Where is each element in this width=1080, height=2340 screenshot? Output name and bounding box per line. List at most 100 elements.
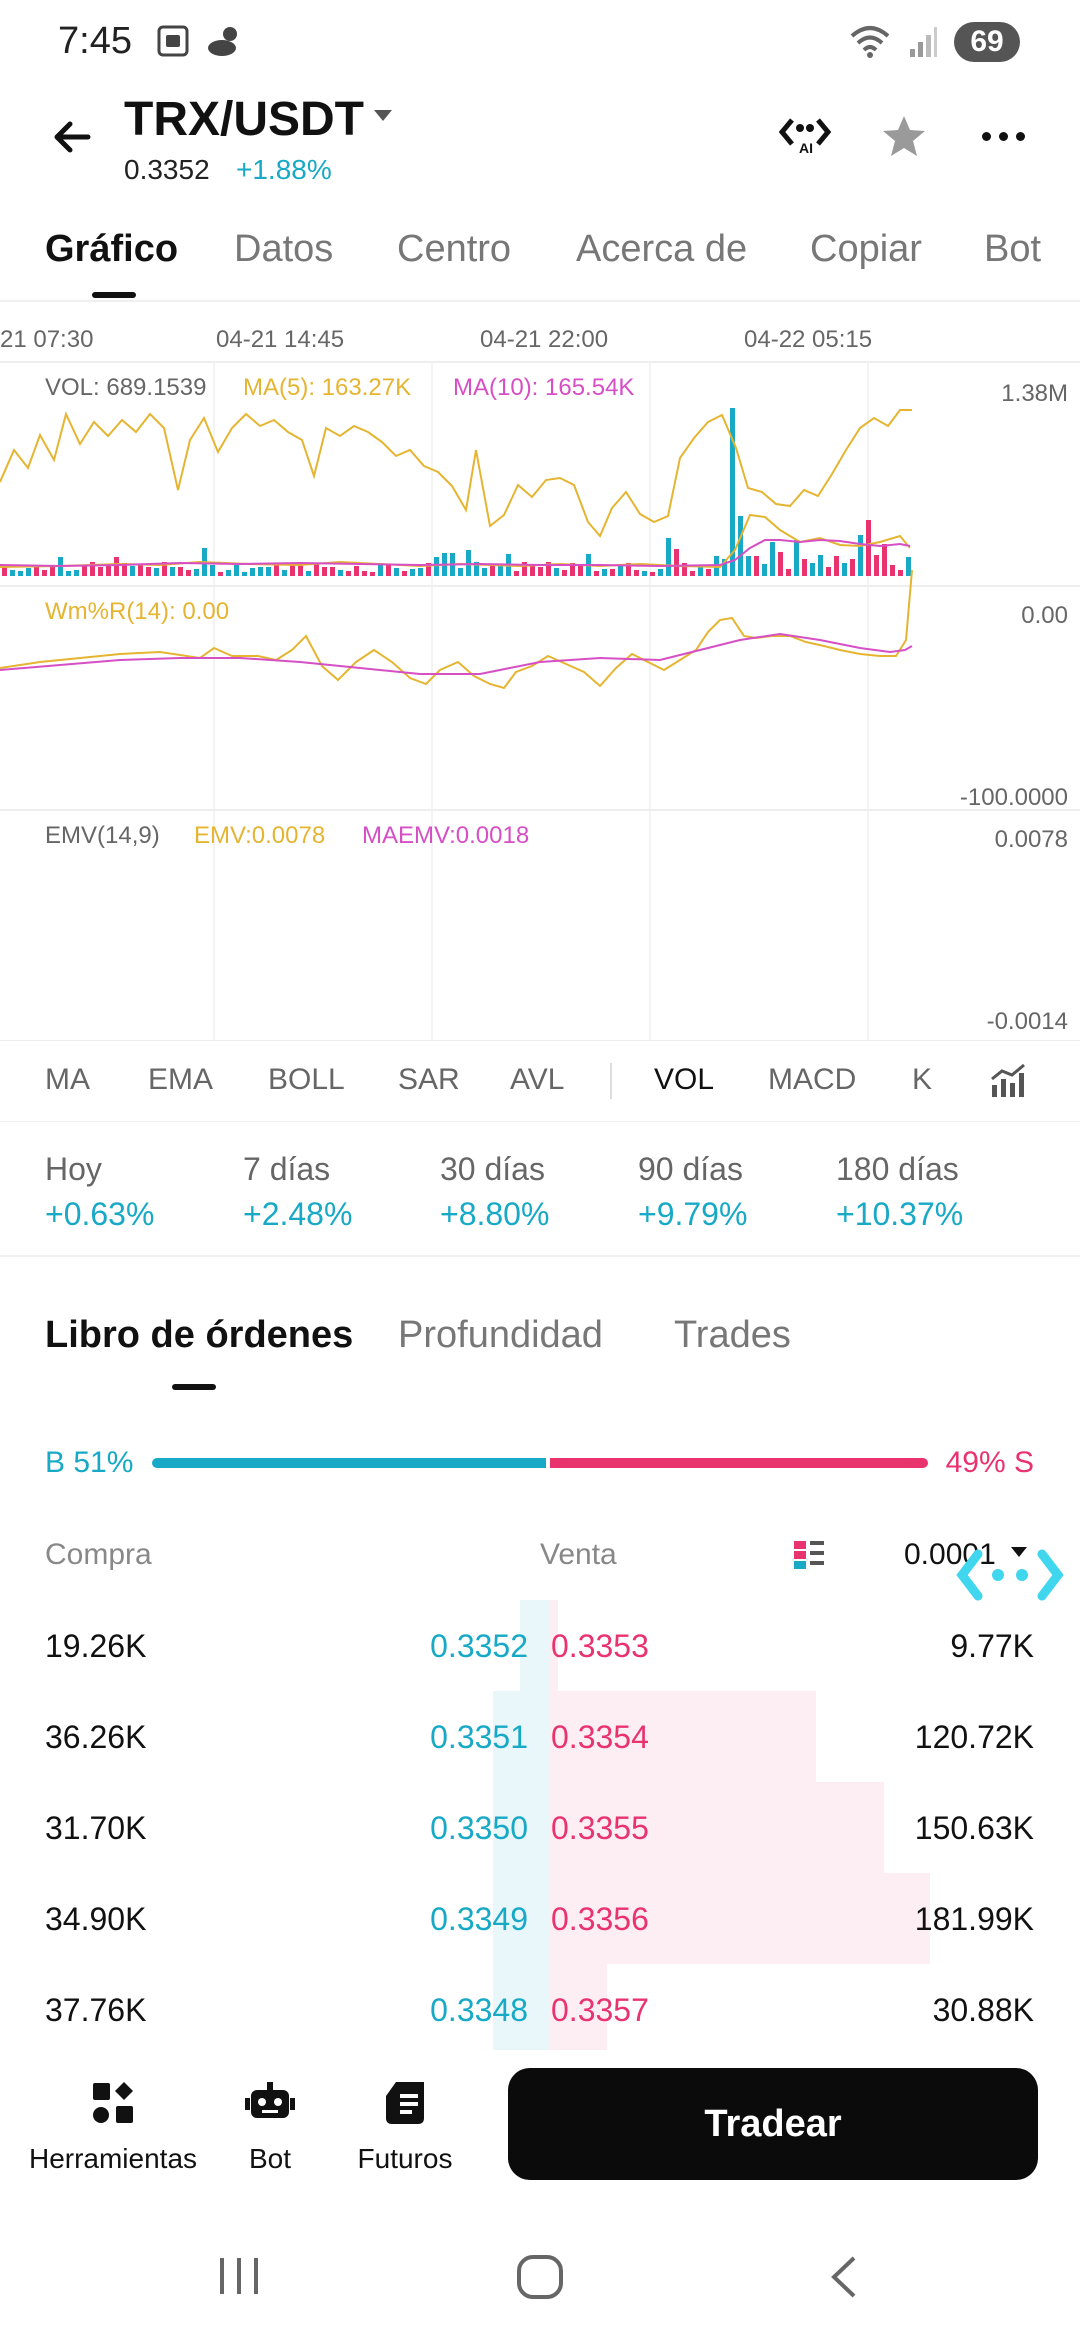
volume-bar bbox=[370, 572, 375, 576]
star-icon[interactable] bbox=[880, 112, 928, 160]
volume-bar bbox=[266, 567, 271, 576]
ask-quantity: 150.63K bbox=[914, 1810, 1034, 1846]
vol-axis-top: 1.38M bbox=[1001, 380, 1068, 407]
orderbook-row[interactable]: 36.26K 0.3351 0.3354 120.72K bbox=[0, 1691, 1080, 1782]
back-arrow-icon[interactable] bbox=[48, 112, 98, 162]
volume-bar bbox=[210, 565, 215, 576]
indicator-ma[interactable]: MA bbox=[45, 1063, 90, 1096]
volume-bar bbox=[242, 572, 247, 576]
time-label-1: 21 07:30 bbox=[0, 326, 94, 353]
indicator-boll[interactable]: BOLL bbox=[268, 1063, 345, 1096]
ask-price[interactable]: 0.3354 bbox=[551, 1719, 649, 1755]
tab-trades[interactable]: Trades bbox=[674, 1314, 791, 1356]
orderbook-layout-icon[interactable] bbox=[792, 1538, 826, 1572]
perf-30d: 30 días +8.80% bbox=[440, 1151, 550, 1232]
volume-bar bbox=[826, 567, 831, 576]
volume-bar bbox=[802, 559, 807, 576]
bid-price[interactable]: 0.3348 bbox=[430, 1992, 528, 2028]
ai-button[interactable]: AI bbox=[778, 114, 834, 159]
vol-ma10-label: MA(10): 165.54K bbox=[453, 374, 635, 401]
orderbook-header: Compra Venta 0.0001 bbox=[0, 1530, 1080, 1580]
volume-bar bbox=[674, 549, 679, 576]
volume-bar bbox=[162, 562, 167, 576]
main-tabs: Gráfico Datos Centro Acerca de Copiar Bo… bbox=[0, 214, 1080, 300]
sell-ratio-bar bbox=[550, 1458, 928, 1468]
tab-copiar[interactable]: Copiar bbox=[810, 228, 922, 270]
back-nav-icon[interactable] bbox=[826, 2254, 860, 2300]
volume-bar bbox=[762, 564, 767, 576]
kline-chart[interactable]: 21 07:30 04-21 14:45 04-21 22:00 04-22 0… bbox=[0, 310, 1080, 1040]
screenshot-icon bbox=[157, 25, 189, 57]
volume-bar bbox=[890, 565, 895, 576]
volume-bar bbox=[2, 567, 7, 576]
volume-bar bbox=[386, 565, 391, 576]
ask-price[interactable]: 0.3356 bbox=[551, 1901, 649, 1937]
volume-bar bbox=[34, 565, 39, 576]
orderbook-row[interactable]: 37.76K 0.3348 0.3357 30.88K bbox=[0, 1964, 1080, 2055]
futures-button[interactable]: Futuros bbox=[350, 2080, 460, 2175]
emv-axis-bottom: -0.0014 bbox=[986, 1008, 1068, 1035]
volume-bar bbox=[50, 566, 55, 576]
home-icon[interactable] bbox=[516, 2254, 564, 2300]
volume-bar bbox=[722, 559, 727, 576]
bot-button[interactable]: Bot bbox=[230, 2080, 310, 2175]
orderbook-row[interactable]: 31.70K 0.3350 0.3355 150.63K bbox=[0, 1782, 1080, 1873]
bid-price[interactable]: 0.3349 bbox=[430, 1901, 528, 1937]
volume-bar bbox=[682, 563, 687, 576]
caret-down-icon[interactable] bbox=[1010, 1546, 1028, 1558]
volume-bar bbox=[106, 564, 111, 576]
ask-depth-bar bbox=[550, 1964, 607, 2055]
volume-bar bbox=[98, 567, 103, 576]
buy-ratio-bar bbox=[152, 1458, 546, 1468]
volume-bar bbox=[354, 566, 359, 576]
volume-bar bbox=[562, 570, 567, 576]
tab-centro[interactable]: Centro bbox=[397, 228, 512, 270]
ask-price[interactable]: 0.3353 bbox=[551, 1628, 649, 1664]
tab-grafico[interactable]: Gráfico bbox=[45, 228, 179, 270]
indicator-ema[interactable]: EMA bbox=[148, 1063, 214, 1096]
svg-text:AI: AI bbox=[799, 140, 813, 154]
chart-canvas[interactable] bbox=[0, 310, 1080, 1040]
floating-assistant-icon[interactable] bbox=[956, 1548, 1064, 1602]
indicator-vol[interactable]: VOL bbox=[654, 1063, 715, 1096]
wr-line bbox=[0, 409, 912, 538]
volume-bar bbox=[610, 569, 615, 576]
ask-price[interactable]: 0.3357 bbox=[551, 1992, 649, 2028]
bid-price[interactable]: 0.3351 bbox=[430, 1719, 528, 1755]
tools-button[interactable]: Herramientas bbox=[28, 2080, 198, 2175]
volume-bar bbox=[250, 568, 255, 576]
volume-bar bbox=[234, 565, 239, 576]
tab-libro-de-ordenes[interactable]: Libro de órdenes bbox=[45, 1314, 354, 1356]
recent-apps-icon[interactable] bbox=[216, 2254, 262, 2298]
tab-bot[interactable]: Bot bbox=[984, 228, 1042, 270]
trade-button[interactable]: Tradear bbox=[508, 2068, 1038, 2180]
ask-quantity: 9.77K bbox=[950, 1628, 1034, 1664]
pair-title[interactable]: TRX/USDT bbox=[124, 93, 364, 146]
wr-label: Wm%R(14): 0.00 bbox=[45, 598, 230, 625]
orderbook-row[interactable]: 19.26K 0.3352 0.3353 9.77K bbox=[0, 1600, 1080, 1691]
volume-bar bbox=[82, 565, 87, 576]
volume-bar bbox=[738, 516, 743, 576]
tab-profundidad[interactable]: Profundidad bbox=[398, 1314, 603, 1356]
indicator-avl[interactable]: AVL bbox=[510, 1063, 565, 1096]
volume-bar bbox=[194, 569, 199, 576]
volume-bar bbox=[130, 566, 135, 576]
tab-acerca-de[interactable]: Acerca de bbox=[576, 228, 748, 270]
volume-bar bbox=[42, 570, 47, 576]
indicator-k[interactable]: K bbox=[912, 1063, 933, 1096]
caret-down-icon[interactable] bbox=[372, 108, 394, 124]
indicator-sar[interactable]: SAR bbox=[398, 1063, 460, 1096]
tab-datos[interactable]: Datos bbox=[234, 228, 334, 270]
volume-bar bbox=[394, 568, 399, 576]
volume-bar bbox=[378, 565, 383, 576]
more-icon[interactable] bbox=[982, 132, 1025, 141]
volume-bar bbox=[882, 544, 887, 576]
bid-price[interactable]: 0.3350 bbox=[430, 1810, 528, 1846]
volume-bar bbox=[26, 568, 31, 576]
bid-price[interactable]: 0.3352 bbox=[430, 1628, 528, 1664]
indicator-macd[interactable]: MACD bbox=[768, 1063, 857, 1096]
chart-settings-icon[interactable] bbox=[988, 1061, 1028, 1101]
vol-ma5-label: MA(5): 163.27K bbox=[243, 374, 412, 401]
orderbook-row[interactable]: 34.90K 0.3349 0.3356 181.99K bbox=[0, 1873, 1080, 1964]
ask-price[interactable]: 0.3355 bbox=[551, 1810, 649, 1846]
